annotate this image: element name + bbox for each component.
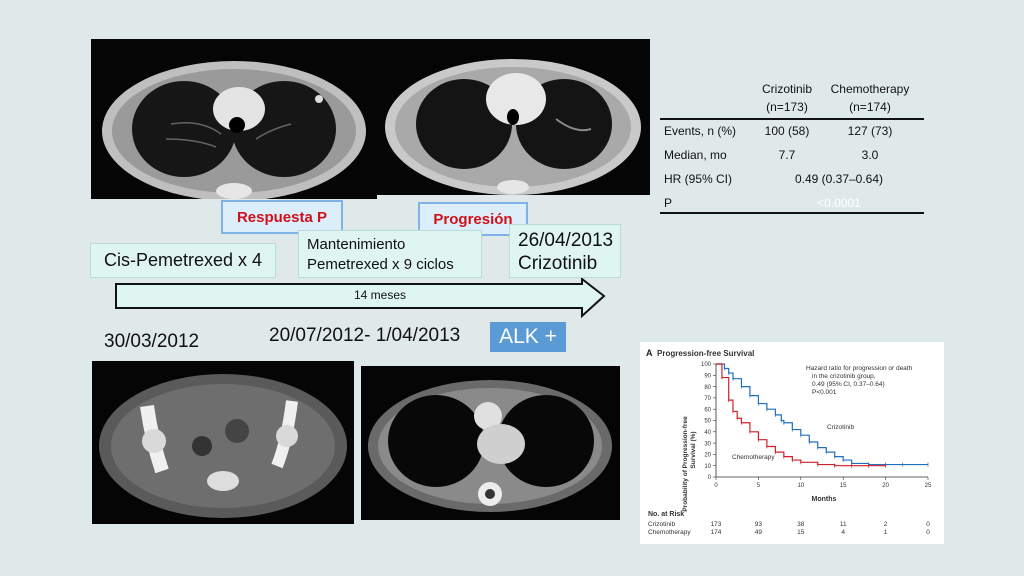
km-y-tick-label: 60 <box>704 407 711 413</box>
km-risk-count: 49 <box>755 529 763 536</box>
col1-n: (n=173) <box>766 100 808 114</box>
km-y-tick-label: 70 <box>704 396 711 402</box>
km-y-tick-label: 80 <box>704 385 711 391</box>
km-risk-title: No. at Risk <box>648 511 684 518</box>
km-risk-count: 174 <box>711 529 722 536</box>
km-risk-count: 0 <box>926 529 930 536</box>
row-events-c2: 127 (73) <box>847 124 893 138</box>
km-line-crizotinib <box>716 363 928 466</box>
col1-name: Crizotinib <box>761 82 812 96</box>
km-risk-count: 11 <box>840 521 847 528</box>
km-y-tick-label: 50 <box>704 419 711 425</box>
crizotinib-date: 26/04/2013 <box>518 230 614 251</box>
km-hr-note-3: 0.49 (95% CI, 0.37–0.64) <box>812 381 885 388</box>
timeline-arrow <box>115 278 606 319</box>
maintenance-line2: Pemetrexed x 9 ciclos <box>307 256 454 273</box>
km-y-tick-label: 30 <box>704 441 711 447</box>
timeline-duration: 14 meses <box>353 288 407 302</box>
km-xlabel: Months <box>812 496 837 503</box>
km-panel-letter: A <box>646 348 653 358</box>
km-risk-name-chemo: Chemotherapy <box>648 529 691 536</box>
table-rule-top <box>660 118 924 120</box>
km-y-tick-label: 100 <box>701 362 712 368</box>
km-x-tick-label: 25 <box>925 483 932 489</box>
km-risk-count: 93 <box>755 521 763 528</box>
crizotinib-date-box: 26/04/2013 Crizotinib <box>509 224 621 278</box>
km-ylabel-1: Probability of Progression-free <box>682 416 689 512</box>
km-risk-count: 2 <box>884 521 888 528</box>
km-title: Progression-free Survival <box>657 349 754 358</box>
km-risk-count: 173 <box>711 521 722 528</box>
km-risk-count: 0 <box>926 521 930 528</box>
km-y-tick-label: 40 <box>704 430 711 436</box>
km-figure: A Progression-free Survival Hazard ratio… <box>640 342 944 544</box>
km-ylabel-2: Survival (%) <box>690 431 697 468</box>
ct-scan-chest-2 <box>376 39 650 195</box>
row-p-label: P <box>664 196 673 210</box>
km-x-tick-label: 5 <box>757 483 761 489</box>
row-events-label: Events, n (%) <box>664 124 737 138</box>
ct-scan-chest-1 <box>91 39 377 199</box>
ct-scan-mediastinum <box>361 366 620 520</box>
km-y-tick-label: 10 <box>704 464 711 470</box>
row-events-c1: 100 (58) <box>764 124 810 138</box>
km-x-tick-label: 15 <box>840 483 847 489</box>
alk-badge: ALK + <box>490 322 566 352</box>
row-hr-label: HR (95% CI) <box>664 172 733 186</box>
km-series-label-chemo: Chemotherapy <box>732 454 775 461</box>
km-risk-count: 38 <box>797 521 805 528</box>
km-plot: A Progression-free Survival Hazard ratio… <box>646 348 932 536</box>
cis-pemetrexed-box: Cis-Pemetrexed x 4 <box>90 243 276 278</box>
km-hr-note-4: P<0.001 <box>812 389 837 396</box>
km-hr-note-2: in the crizotinib group, <box>812 373 876 380</box>
results-table: Crizotinib (n=173) Chemotherapy (n=174) … <box>660 80 924 220</box>
row-hr-value: 0.49 (0.37–0.64) <box>794 172 884 186</box>
km-hr-note-1: Hazard ratio for progression or death <box>806 365 913 372</box>
maintenance-line1: Mantenimiento <box>307 236 406 253</box>
km-risk-count: 15 <box>797 529 805 536</box>
ct-scan-pelvis <box>92 361 354 524</box>
maintenance-box: Mantenimiento Pemetrexed x 9 ciclos <box>298 230 482 278</box>
km-y-tick-label: 0 <box>708 475 712 481</box>
row-median-label: Median, mo <box>664 148 727 162</box>
km-risk-count: 4 <box>841 529 845 536</box>
km-x-tick-label: 0 <box>714 483 718 489</box>
col2-name: Chemotherapy <box>830 82 910 96</box>
km-y-tick-label: 20 <box>704 453 711 459</box>
date-start: 30/03/2012 <box>104 331 200 352</box>
km-y-tick-label: 90 <box>704 374 711 380</box>
row-p-value: <0.0001 <box>817 196 861 210</box>
row-median-c1: 7.7 <box>778 148 796 162</box>
km-x-tick-label: 10 <box>797 483 804 489</box>
km-series-label-crizotinib: Crizotinib <box>827 424 854 431</box>
date-range: 20/07/2012- 1/04/2013 <box>269 325 461 346</box>
km-x-tick-label: 20 <box>882 483 889 489</box>
km-risk-name-crizotinib: Crizotinib <box>648 521 675 528</box>
row-median-c2: 3.0 <box>861 148 879 162</box>
km-risk-count: 1 <box>884 529 888 536</box>
crizotinib-label: Crizotinib <box>518 253 598 274</box>
col2-n: (n=174) <box>849 100 891 114</box>
respuesta-tag: Respuesta P <box>221 200 343 234</box>
table-rule-bottom <box>660 212 924 214</box>
cis-pemetrexed-label: Cis-Pemetrexed x 4 <box>103 250 263 270</box>
